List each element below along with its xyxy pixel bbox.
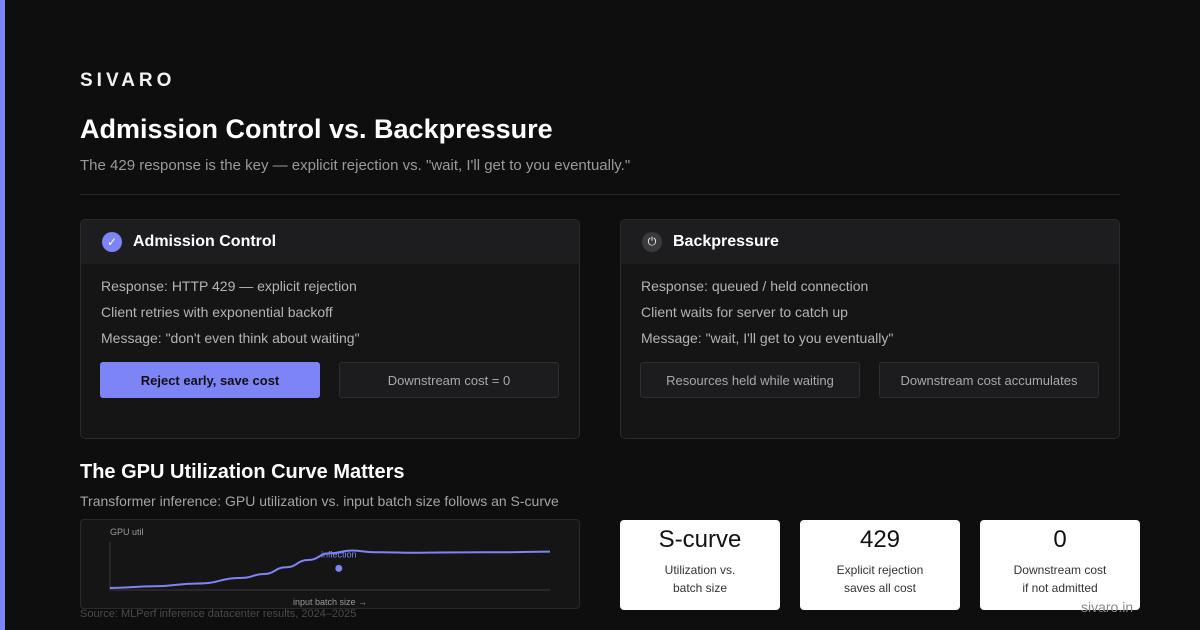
stat-label-line: Explicit rejection xyxy=(836,563,924,577)
stat-card-zero: 0 Downstream cost if not admitted xyxy=(980,520,1140,610)
card-pills: Resources held while waiting Downstream … xyxy=(640,362,1099,398)
card-pills: Reject early, save cost Downstream cost … xyxy=(100,362,559,398)
card-lines: Response: HTTP 429 — explicit rejection … xyxy=(81,264,579,355)
stat-value: 429 xyxy=(859,526,901,553)
card-line: Message: "don't even think about waiting… xyxy=(101,330,360,346)
brand-logo: SIVARO xyxy=(80,70,176,91)
divider xyxy=(80,194,1120,195)
card-title: Backpressure xyxy=(673,233,779,250)
reject-early-pill: Reject early, save cost xyxy=(100,362,320,398)
cost-accumulates-pill: Downstream cost accumulates xyxy=(879,362,1099,398)
check-icon: ✓ xyxy=(102,232,122,252)
stat-label-line: Downstream cost xyxy=(1013,563,1107,577)
page-title: Admission Control vs. Backpressure xyxy=(80,114,553,144)
accent-bar xyxy=(0,0,5,630)
chart-svg: GPU util input batch size → inflection xyxy=(109,527,551,607)
card-title: Admission Control xyxy=(133,233,277,250)
stat-label-line: saves all cost xyxy=(843,581,917,595)
card-line: Message: "wait, I'll get to you eventual… xyxy=(641,330,894,346)
stat-label-line: batch size xyxy=(672,581,728,595)
inflection-annotation: inflection xyxy=(321,549,357,559)
stat-label: Explicit rejection saves all cost xyxy=(800,561,960,597)
page-subtitle: The 429 response is the key — explicit r… xyxy=(80,157,631,174)
x-axis-label: input batch size → xyxy=(293,597,367,607)
card-line: Response: queued / held connection xyxy=(641,278,869,294)
resources-held-pill: Resources held while waiting xyxy=(640,362,860,398)
power-icon: ⏻ xyxy=(642,232,662,252)
site-domain: sivaro.in xyxy=(1081,599,1134,615)
stat-label: Utilization vs. batch size xyxy=(620,561,780,597)
stat-card-429: 429 Explicit rejection saves all cost xyxy=(800,520,960,610)
y-axis-label: GPU util xyxy=(110,527,144,537)
card-header: ⏻ Backpressure xyxy=(621,220,1119,264)
admission-control-card: ✓ Admission Control Response: HTTP 429 —… xyxy=(80,219,580,439)
stat-value: S-curve xyxy=(658,526,742,553)
stat-label: Downstream cost if not admitted xyxy=(980,561,1140,597)
card-line: Client retries with exponential backoff xyxy=(101,304,333,320)
downstream-cost-pill: Downstream cost = 0 xyxy=(339,362,559,398)
series-line xyxy=(109,549,551,589)
stat-value: 0 xyxy=(1053,526,1067,553)
inflection-marker xyxy=(335,564,343,572)
gpu-utilization-chart: GPU util input batch size → inflection xyxy=(80,519,580,609)
stat-label-line: if not admitted xyxy=(1022,581,1098,595)
backpressure-card: ⏻ Backpressure Response: queued / held c… xyxy=(620,219,1120,439)
card-lines: Response: queued / held connection Clien… xyxy=(621,264,1119,355)
card-line: Client waits for server to catch up xyxy=(641,304,848,320)
section-subtitle: Transformer inference: GPU utilization v… xyxy=(80,493,559,509)
card-line: Response: HTTP 429 — explicit rejection xyxy=(101,278,357,294)
stat-label-line: Utilization vs. xyxy=(664,563,736,577)
source-note: Source: MLPerf inference datacenter resu… xyxy=(80,608,357,620)
card-header: ✓ Admission Control xyxy=(81,220,579,264)
stat-card-s-curve: S-curve Utilization vs. batch size xyxy=(620,520,780,610)
section-title: The GPU Utilization Curve Matters xyxy=(80,461,405,483)
